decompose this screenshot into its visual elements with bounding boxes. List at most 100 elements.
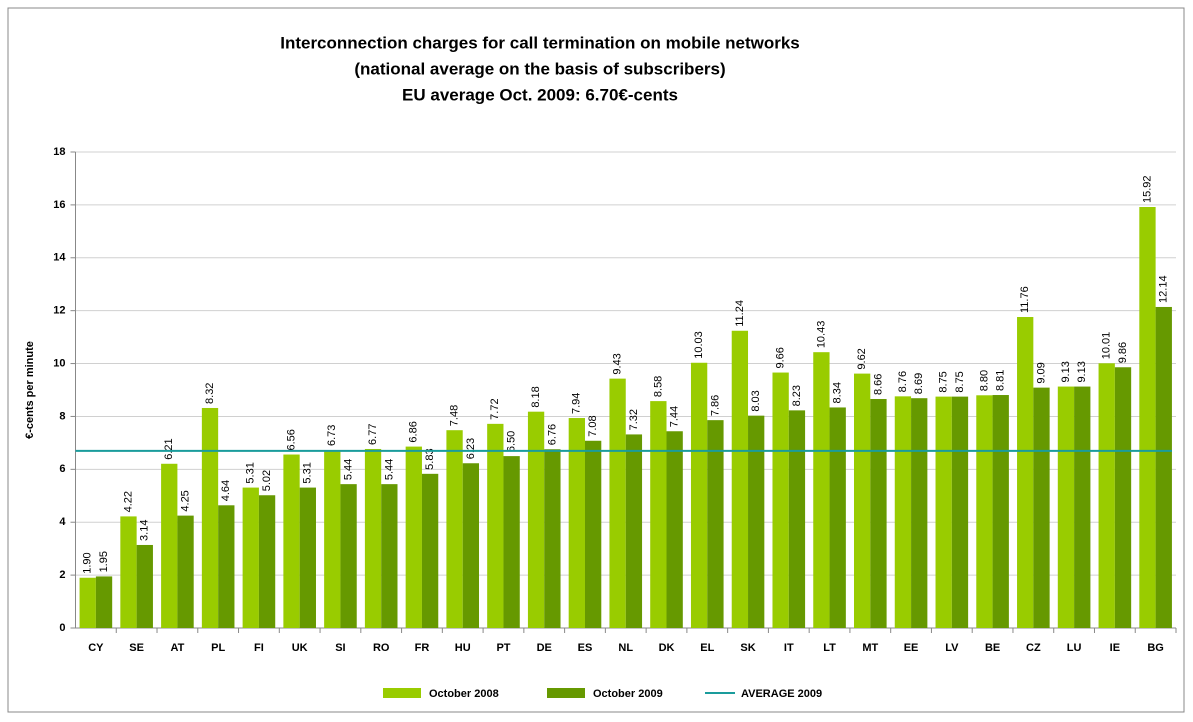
bar — [1057, 386, 1075, 628]
bar — [161, 463, 178, 628]
value-label: 8.69 — [913, 373, 925, 394]
value-label: 11.24 — [734, 300, 746, 327]
bar — [854, 373, 871, 628]
bar — [707, 420, 724, 628]
value-label: 9.66 — [775, 347, 787, 368]
bar — [324, 450, 341, 628]
y-tick-label: 4 — [59, 516, 66, 528]
bar — [462, 463, 480, 628]
bar — [1033, 387, 1050, 628]
value-label: 10.01 — [1101, 332, 1113, 360]
value-label: 6.73 — [326, 425, 338, 446]
bar — [381, 484, 398, 628]
bar — [79, 577, 96, 628]
bar — [218, 505, 235, 628]
bar — [1155, 306, 1172, 628]
x-tick-label: CZ — [1026, 642, 1041, 654]
value-label: 8.23 — [791, 385, 803, 406]
bar — [690, 362, 708, 628]
value-label: 5.31 — [245, 462, 257, 483]
value-label: 9.09 — [1035, 362, 1047, 383]
bar — [568, 418, 585, 628]
value-label: 11.76 — [1019, 286, 1031, 313]
bar — [299, 487, 316, 628]
value-label: 8.75 — [954, 371, 966, 392]
x-tick-label: EL — [700, 642, 714, 654]
value-label: 9.13 — [1076, 361, 1088, 382]
x-tick-label: BG — [1147, 642, 1164, 654]
y-tick-label: 18 — [53, 146, 65, 158]
legend-label: October 2009 — [593, 688, 663, 700]
chart-title: EU average Oct. 2009: 6.70€-cents — [402, 85, 678, 104]
x-tick-label: CY — [88, 642, 104, 654]
x-tick-label: DK — [659, 642, 675, 654]
value-label: 6.86 — [408, 421, 420, 442]
value-label: 7.08 — [587, 415, 599, 436]
x-tick-label: EE — [904, 642, 919, 654]
bar — [421, 473, 439, 628]
bar — [748, 415, 765, 628]
value-label: 10.43 — [815, 321, 827, 349]
y-tick-label: 14 — [53, 252, 66, 264]
bar — [911, 398, 928, 628]
value-label: 8.03 — [750, 390, 762, 411]
value-label: 10.03 — [693, 331, 705, 359]
bar — [201, 407, 219, 628]
x-tick-label: IE — [1110, 642, 1120, 654]
value-label: 9.62 — [856, 348, 868, 369]
bar — [136, 544, 153, 628]
bar — [788, 410, 806, 628]
bar — [650, 401, 667, 628]
value-label: 8.18 — [530, 386, 542, 407]
bar — [1098, 363, 1115, 628]
value-label: 6.50 — [506, 431, 518, 452]
y-tick-label: 6 — [59, 463, 65, 475]
bar — [625, 434, 643, 628]
y-tick-label: 2 — [59, 569, 65, 581]
legend-swatch — [547, 688, 585, 698]
bar — [666, 431, 683, 628]
bar — [487, 423, 504, 628]
y-tick-label: 8 — [59, 410, 65, 422]
value-label: 7.44 — [669, 406, 681, 427]
bar — [340, 484, 357, 628]
x-tick-label: RO — [373, 642, 390, 654]
legend-label: AVERAGE 2009 — [741, 688, 822, 700]
bar — [405, 446, 422, 628]
value-label: 1.95 — [98, 551, 110, 572]
value-label: 3.14 — [139, 520, 151, 541]
value-label: 7.32 — [628, 409, 640, 430]
bar — [527, 411, 545, 628]
bar — [120, 516, 137, 628]
value-label: 9.13 — [1060, 361, 1072, 382]
bar — [870, 398, 887, 628]
value-label: 6.76 — [546, 424, 558, 445]
value-label: 4.25 — [179, 490, 191, 511]
y-tick-label: 0 — [59, 622, 65, 634]
value-label: 7.48 — [448, 405, 460, 426]
value-label: 5.44 — [342, 459, 354, 480]
x-tick-label: PT — [496, 642, 510, 654]
chart-title: Interconnection charges for call termina… — [280, 33, 800, 52]
bar — [242, 487, 259, 628]
bar — [1139, 207, 1156, 628]
bar — [951, 396, 969, 628]
bar — [1017, 317, 1034, 628]
value-label: 6.23 — [465, 438, 477, 459]
value-label: 6.77 — [367, 424, 379, 445]
bar — [976, 395, 993, 628]
x-tick-label: LV — [945, 642, 959, 654]
bar — [731, 330, 749, 628]
bar — [258, 495, 276, 628]
x-tick-label: NL — [618, 642, 633, 654]
bar — [584, 440, 602, 628]
bar — [1114, 367, 1132, 628]
x-tick-label: DE — [537, 642, 552, 654]
x-tick-label: LU — [1067, 642, 1082, 654]
bar — [177, 515, 194, 628]
bar — [992, 395, 1009, 628]
value-label: 8.76 — [897, 371, 909, 392]
legend-swatch — [383, 688, 421, 698]
bar — [503, 456, 520, 628]
value-label: 8.32 — [204, 383, 216, 404]
